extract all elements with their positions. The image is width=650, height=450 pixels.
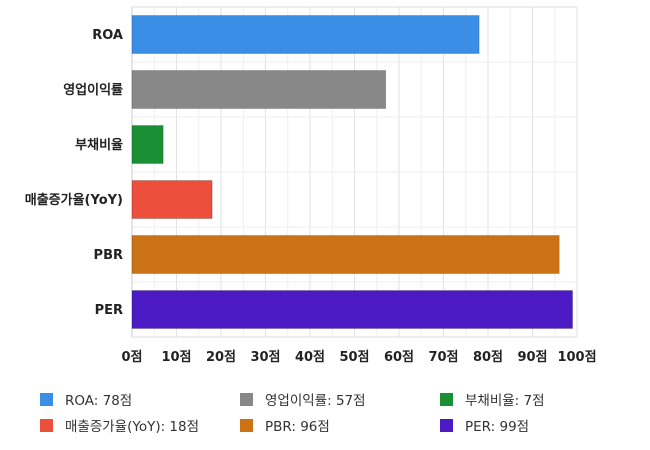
x-tick-label-1: 10점 xyxy=(161,350,191,365)
legend-label: 영업이익률: 57점 xyxy=(265,393,366,409)
legend-swatch xyxy=(240,418,253,432)
grid-lines xyxy=(131,6,578,338)
bar-2 xyxy=(131,125,164,164)
x-tick-label-0: 0점 xyxy=(121,350,142,365)
bar-3 xyxy=(131,180,213,219)
category-label-0: ROA xyxy=(92,28,123,43)
x-tick-label-10: 100점 xyxy=(557,350,596,365)
legend-item-0: ROA: 78점 xyxy=(40,390,240,409)
legend-item-1: 영업이익률: 57점 xyxy=(240,390,440,409)
x-tick-label-3: 30점 xyxy=(250,350,280,365)
bars xyxy=(131,15,573,329)
category-label-5: PER xyxy=(95,303,123,318)
x-tick-label-2: 20점 xyxy=(206,350,236,365)
legend-item-4: PBR: 96점 xyxy=(240,416,440,435)
category-label-4: PBR xyxy=(94,248,123,263)
legend-swatch xyxy=(240,392,253,406)
x-tick-label-5: 50점 xyxy=(339,350,369,365)
legend-label: 부채비율: 7점 xyxy=(465,393,545,409)
x-tick-label-6: 60점 xyxy=(384,350,414,365)
legend-label: PER: 99점 xyxy=(465,419,530,435)
bar-0 xyxy=(131,15,480,54)
legend-label: PBR: 96점 xyxy=(265,419,330,435)
x-tick-label-8: 80점 xyxy=(473,350,503,365)
category-label-2: 부채비율 xyxy=(75,137,123,153)
bar-5 xyxy=(131,290,573,329)
bar-1 xyxy=(131,70,387,109)
legend-swatch xyxy=(440,418,453,432)
x-tick-label-4: 40점 xyxy=(295,350,325,365)
x-tick-labels: 0점 10점 20점 30점 40점 50점 60점 70점 80점 90점 100점 xyxy=(121,350,596,365)
legend-swatch xyxy=(40,418,53,432)
legend-swatch xyxy=(440,392,453,406)
category-label-1: 영업이익률 xyxy=(63,82,123,98)
category-label-3: 매출증가율(YoY) xyxy=(25,192,123,208)
legend-item-3: 매출증가율(YoY): 18점 xyxy=(40,416,240,435)
bar-4 xyxy=(131,235,560,274)
legend-item-5: PER: 99점 xyxy=(440,416,640,435)
legend-label: ROA: 78점 xyxy=(65,393,133,409)
legend-label: 매출증가율(YoY): 18점 xyxy=(65,419,200,435)
legend-item-2: 부채비율: 7점 xyxy=(440,390,640,409)
x-tick-label-7: 70점 xyxy=(428,350,458,365)
x-tick-label-9: 90점 xyxy=(517,350,547,365)
legend-swatch xyxy=(40,392,53,406)
